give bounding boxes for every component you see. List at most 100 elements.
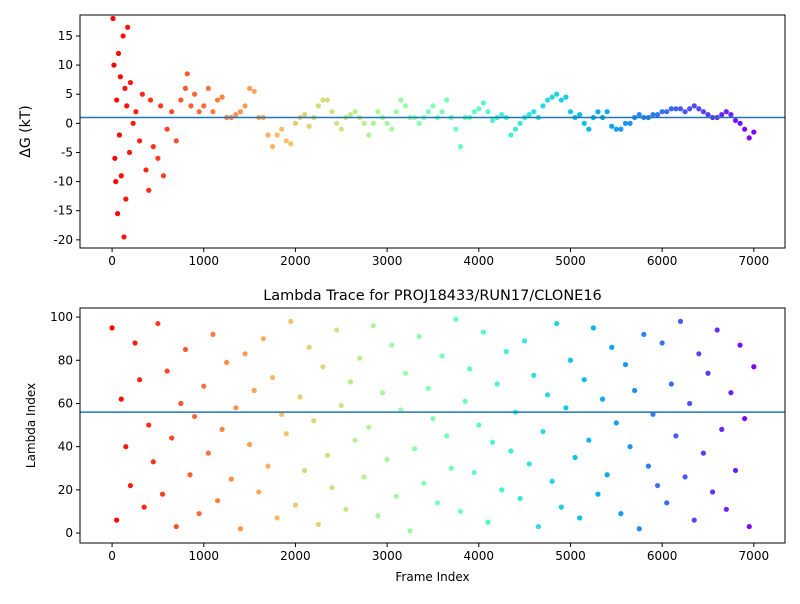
- x-tick-label: 3000: [372, 254, 403, 268]
- data-point: [147, 97, 154, 103]
- data-point: [302, 467, 308, 474]
- data-point: [737, 120, 743, 126]
- data-point: [370, 323, 376, 329]
- data-point: [577, 112, 583, 118]
- y-tick-label: 5: [65, 87, 73, 101]
- data-point: [191, 413, 198, 420]
- data-point: [164, 126, 170, 132]
- data-point: [361, 474, 367, 480]
- data-point: [471, 109, 477, 115]
- data-point: [581, 377, 587, 383]
- data-point: [682, 109, 688, 115]
- data-point: [654, 112, 661, 118]
- data-point: [370, 120, 376, 126]
- y-tick-label: -10: [53, 175, 73, 189]
- data-point: [577, 515, 583, 521]
- data-point: [122, 85, 128, 91]
- data-point: [302, 112, 308, 118]
- data-point: [178, 400, 184, 407]
- data-point: [201, 383, 207, 389]
- data-point: [476, 106, 482, 112]
- data-point: [150, 459, 156, 465]
- y-tick-label: 0: [65, 526, 73, 540]
- data-point: [641, 331, 647, 337]
- data-point: [751, 129, 757, 135]
- data-point: [114, 211, 121, 217]
- data-point: [214, 97, 221, 103]
- data-point: [292, 120, 299, 126]
- chart-title: Lambda Trace for PROJ18433/RUN17/CLONE16: [263, 288, 602, 304]
- data-point: [127, 79, 134, 86]
- y-tick-label: 80: [58, 353, 73, 367]
- data-point: [384, 457, 390, 463]
- data-point: [113, 178, 119, 185]
- data-point: [609, 123, 615, 129]
- data-point: [292, 502, 299, 508]
- data-point: [352, 109, 358, 115]
- data-point: [751, 364, 757, 370]
- data-point: [599, 396, 606, 402]
- data-point: [320, 364, 326, 370]
- data-point: [196, 109, 202, 115]
- data-point: [416, 333, 422, 340]
- data-point: [311, 418, 317, 424]
- data-point: [237, 526, 244, 532]
- data-point: [338, 403, 344, 409]
- data-point: [334, 327, 340, 333]
- y-axis-label: Lambda Index: [24, 383, 38, 468]
- data-point: [384, 120, 390, 126]
- data-point: [130, 120, 136, 126]
- x-tick-label: 6000: [647, 549, 678, 563]
- data-point: [124, 103, 130, 109]
- data-point: [549, 94, 555, 100]
- data-point: [233, 405, 239, 411]
- data-point: [416, 120, 422, 126]
- y-tick-label: 40: [58, 440, 73, 454]
- data-point: [696, 106, 702, 112]
- data-point: [228, 476, 234, 482]
- data-point: [150, 144, 156, 150]
- data-point: [389, 126, 395, 132]
- y-tick-label: 0: [65, 116, 73, 130]
- data-point: [347, 112, 354, 118]
- data-point: [111, 62, 117, 68]
- data-point: [448, 465, 454, 471]
- data-point: [723, 109, 729, 115]
- data-point: [457, 144, 464, 150]
- data-point: [645, 463, 652, 469]
- data-point: [402, 370, 409, 376]
- data-point: [338, 126, 344, 132]
- axes-frame: [79, 307, 786, 544]
- data-point: [476, 422, 482, 428]
- data-point: [242, 351, 248, 357]
- data-point: [283, 431, 289, 437]
- data-point: [173, 523, 179, 530]
- data-point: [343, 506, 349, 512]
- data-point: [324, 97, 331, 103]
- data-point: [489, 117, 496, 124]
- data-point: [558, 504, 564, 510]
- data-point: [746, 523, 752, 530]
- data-point: [279, 411, 285, 417]
- data-point: [219, 426, 225, 432]
- data-point: [613, 126, 619, 132]
- data-point: [269, 374, 276, 381]
- data-point: [563, 94, 569, 100]
- data-point: [659, 109, 665, 115]
- data-point: [123, 196, 129, 202]
- data-point: [178, 97, 184, 103]
- data-point: [627, 120, 633, 126]
- x-tick-label: 7000: [739, 254, 770, 268]
- axes-frame: [79, 14, 786, 249]
- data-point: [439, 353, 445, 359]
- data-point: [673, 433, 679, 439]
- data-point: [512, 126, 519, 132]
- data-point: [467, 366, 473, 372]
- data-point: [251, 88, 257, 94]
- data-point: [187, 472, 193, 478]
- data-point: [393, 493, 399, 499]
- data-point: [315, 521, 321, 528]
- data-point: [632, 387, 638, 394]
- x-axis-label: Frame Index: [395, 570, 469, 584]
- data-point: [146, 187, 152, 193]
